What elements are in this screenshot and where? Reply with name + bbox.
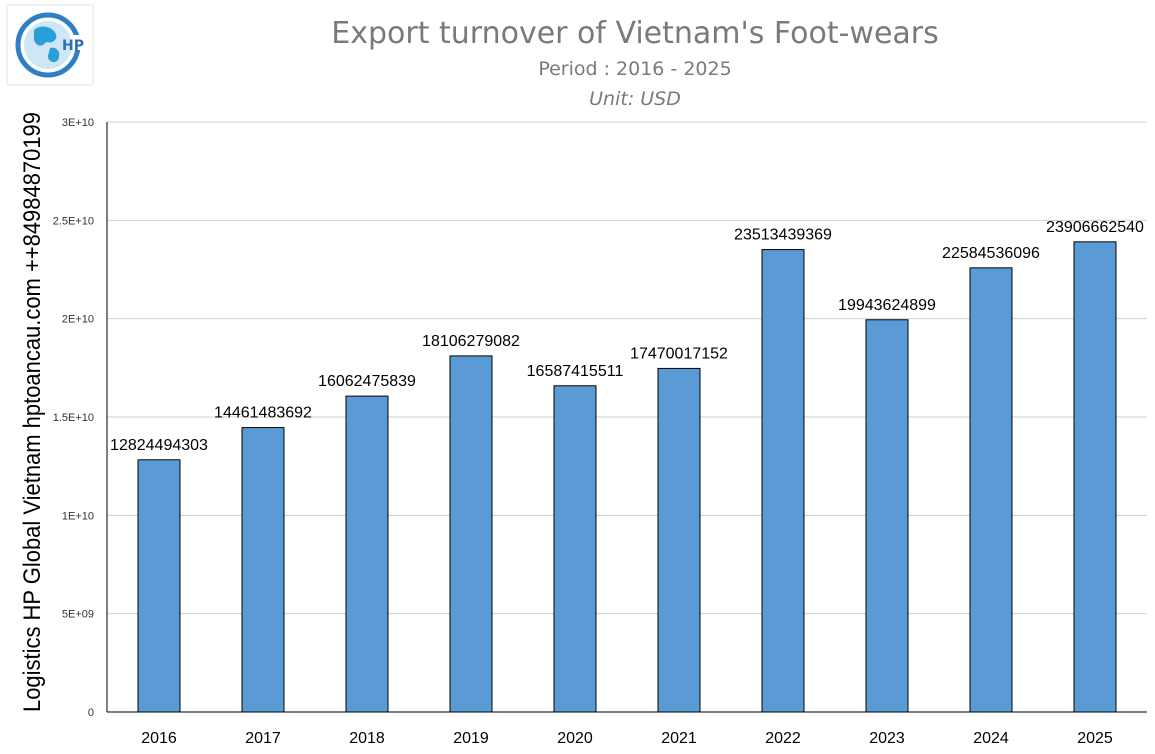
chart-unit: Unit: USD [589, 88, 681, 110]
data-label-2016: 12824494303 [110, 437, 208, 454]
y-tick-label: 2.5E+10 [53, 215, 94, 227]
bar-2024 [969, 267, 1013, 713]
bar-2020 [553, 385, 597, 713]
bar-2017 [241, 427, 285, 713]
chart-title: Export turnover of Vietnam's Foot-wears [331, 16, 939, 51]
data-label-2021: 17470017152 [630, 345, 728, 362]
y-tick-label: 3E+10 [62, 117, 94, 129]
data-label-2018: 16062475839 [318, 373, 416, 390]
data-label-2024: 22584536096 [942, 245, 1040, 262]
bar-2016 [137, 459, 181, 713]
data-label-2020: 16587415511 [527, 363, 624, 380]
chart-subtitle: Period : 2016 - 2025 [538, 58, 731, 80]
x-tick-label-2021: 2021 [661, 730, 697, 747]
x-tick-label-2016: 2016 [141, 730, 177, 747]
bar-2019 [449, 355, 493, 713]
data-label-2017: 14461483692 [214, 405, 312, 422]
x-tick-label-2017: 2017 [245, 730, 281, 747]
x-tick-label-2022: 2022 [765, 730, 801, 747]
y-tick-label: 5E+09 [62, 609, 94, 621]
data-labels: 12824494303 14461483692 16062475839 1810627… [110, 219, 1144, 454]
data-label-2022: 23513439369 [734, 227, 832, 244]
y-tick-label: 1.5E+10 [53, 412, 94, 424]
y-tick-label: 2E+10 [62, 314, 94, 326]
hp-globe-logo: HP [6, 4, 94, 86]
data-label-2023: 19943624899 [838, 297, 936, 314]
bar-2018 [345, 395, 389, 713]
bar-2021 [657, 367, 701, 713]
bar-2022 [761, 249, 805, 713]
x-tick-label-2018: 2018 [349, 730, 385, 747]
data-label-2019: 18106279082 [422, 333, 520, 350]
x-tick-label-2020: 2020 [557, 730, 593, 747]
data-label-2025: 23906662540 [1046, 219, 1144, 236]
side-watermark-text: Logistics HP Global Vietnam hptoancau.co… [19, 112, 46, 712]
logo-text: HP [62, 38, 84, 54]
bars [137, 241, 1117, 713]
x-tick-label-2024: 2024 [973, 730, 1009, 747]
bar-2025 [1073, 241, 1117, 713]
x-tick-label-2023: 2023 [869, 730, 905, 747]
x-tick-label-2019: 2019 [453, 730, 489, 747]
y-tick-label: 0 [88, 707, 94, 719]
y-tick-label: 1E+10 [62, 510, 94, 522]
bar-2023 [865, 319, 909, 713]
y-axis-ticks: 0 5E+09 1E+10 1.5E+10 2E+10 2.5E+10 3E+10 [53, 117, 94, 719]
x-axis-ticks: 2016 2017 2018 2019 2020 2021 2022 2023 2024 2025 [141, 730, 1113, 747]
x-tick-label-2025: 2025 [1077, 730, 1113, 747]
